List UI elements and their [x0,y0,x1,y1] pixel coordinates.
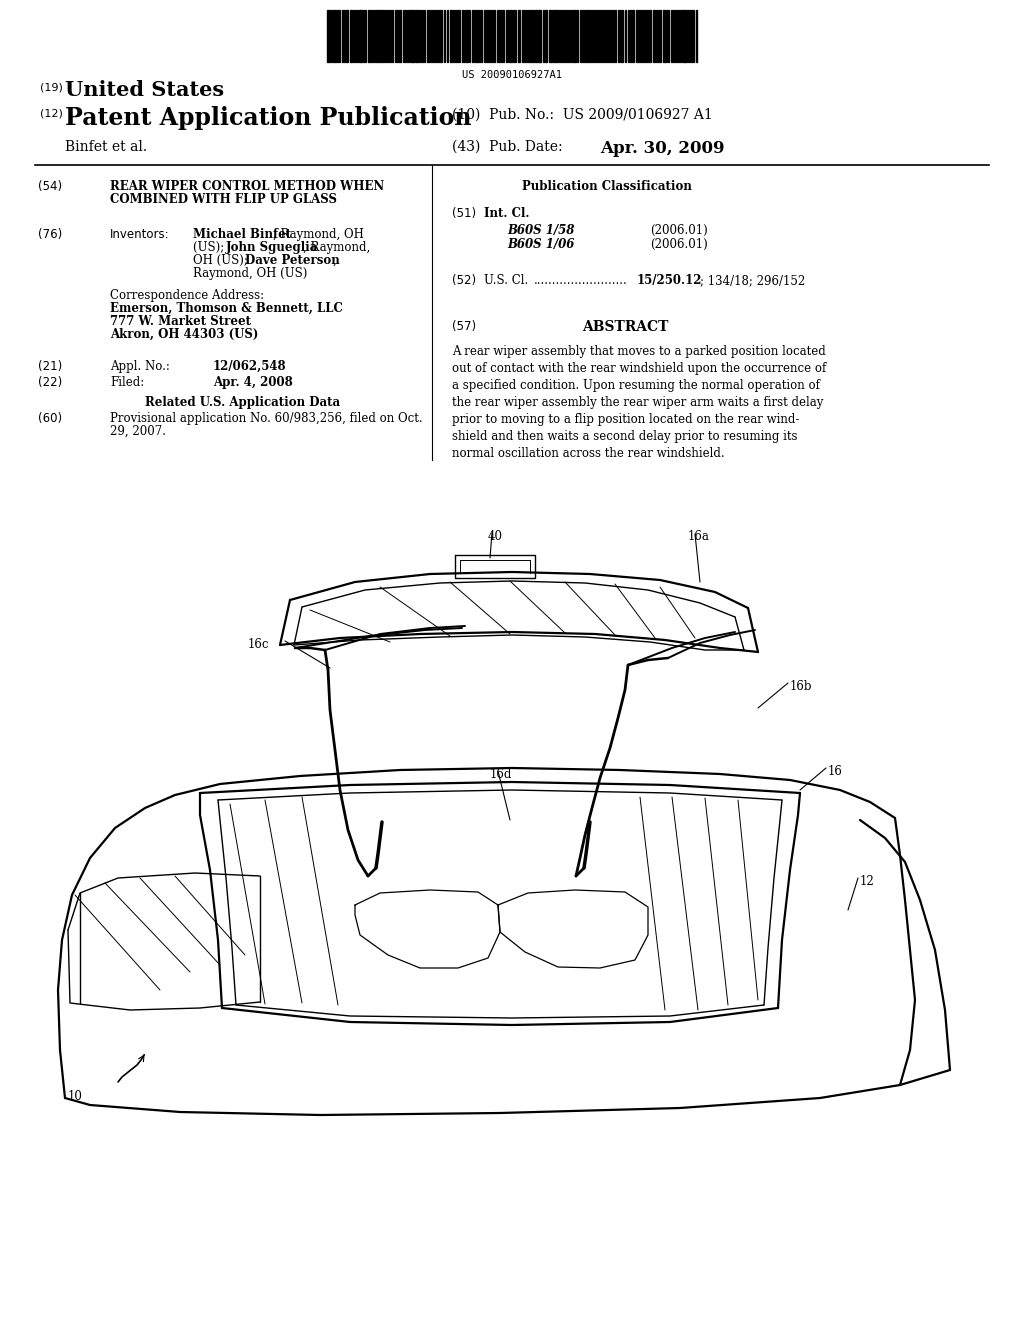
Text: (US);: (US); [193,242,228,253]
Bar [450,11,452,62]
Text: Raymond, OH (US): Raymond, OH (US) [193,267,307,280]
Text: Emerson, Thomson & Bennett, LLC: Emerson, Thomson & Bennett, LLC [110,302,343,315]
Text: (60): (60) [38,412,62,425]
Bar [359,11,362,62]
Bar [327,11,329,62]
Text: 10: 10 [68,1090,83,1104]
Text: (2006.01): (2006.01) [650,224,708,238]
Text: Correspondence Address:: Correspondence Address: [110,289,264,302]
Text: 16d: 16d [490,768,512,781]
Bar [427,11,429,62]
Text: 12/062,548: 12/062,548 [213,360,287,374]
Bar [510,11,512,62]
Text: (22): (22) [38,376,62,389]
Text: (51): (51) [452,207,476,220]
Text: 15/250.12: 15/250.12 [637,275,702,286]
Text: Appl. No.:: Appl. No.: [110,360,170,374]
Text: (21): (21) [38,360,62,374]
Bar [375,11,377,62]
Text: COMBINED WITH FLIP UP GLASS: COMBINED WITH FLIP UP GLASS [110,193,337,206]
Text: 12: 12 [860,875,874,888]
Text: 40: 40 [488,531,503,543]
Text: Provisional application No. 60/983,256, filed on Oct.: Provisional application No. 60/983,256, … [110,412,423,425]
Text: , Raymond, OH: , Raymond, OH [273,228,364,242]
Text: John Sgueglia: John Sgueglia [226,242,318,253]
Bar [574,11,575,62]
Bar [653,11,655,62]
Text: Apr. 4, 2008: Apr. 4, 2008 [213,376,293,389]
Text: Patent Application Publication: Patent Application Publication [65,106,471,129]
Text: (12): (12) [40,108,62,117]
Text: 16a: 16a [688,531,710,543]
Text: Int. Cl.: Int. Cl. [484,207,529,220]
Text: Related U.S. Application Data: Related U.S. Application Data [145,396,340,409]
Text: Filed:: Filed: [110,376,144,389]
Bar [554,11,557,62]
Text: ; 134/18; 296/152: ; 134/18; 296/152 [700,275,805,286]
Bar [378,11,380,62]
Text: REAR WIPER CONTROL METHOD WHEN: REAR WIPER CONTROL METHOD WHEN [110,180,384,193]
Text: B60S 1/58: B60S 1/58 [507,224,574,238]
Bar [346,11,348,62]
Text: United States: United States [65,81,224,100]
Text: 16: 16 [828,766,843,777]
Text: Inventors:: Inventors: [110,228,170,242]
Text: 16c: 16c [248,638,269,651]
Text: Michael Binfet: Michael Binfet [193,228,291,242]
Bar [399,11,401,62]
Bar [663,11,665,62]
Text: Apr. 30, 2009: Apr. 30, 2009 [600,140,725,157]
Bar [368,11,370,62]
Text: ABSTRACT: ABSTRACT [582,319,669,334]
Text: (54): (54) [38,180,62,193]
Text: Publication Classification: Publication Classification [522,180,692,193]
Bar [549,11,551,62]
Text: 16b: 16b [790,680,812,693]
Bar [586,11,588,62]
Bar [466,11,468,62]
Text: 29, 2007.: 29, 2007. [110,425,166,438]
Bar [538,11,541,62]
Text: ,: , [333,253,337,267]
Text: A rear wiper assembly that moves to a parked position located
out of contact wit: A rear wiper assembly that moves to a pa… [452,345,826,459]
Bar [350,11,352,62]
Text: , Raymond,: , Raymond, [303,242,371,253]
Text: (43)  Pub. Date:: (43) Pub. Date: [452,140,562,154]
Text: Akron, OH 44303 (US): Akron, OH 44303 (US) [110,327,258,341]
Bar [381,11,383,62]
Bar [683,11,686,62]
Bar [632,11,634,62]
Bar [411,11,414,62]
Bar [415,11,417,62]
Text: US 20090106927A1: US 20090106927A1 [462,70,562,81]
Text: Dave Peterson: Dave Peterson [245,253,340,267]
Text: (52): (52) [452,275,476,286]
Text: U.S. Cl.: U.S. Cl. [484,275,528,286]
Bar [530,11,532,62]
Bar [535,11,537,62]
Bar [334,11,336,62]
Bar [440,11,442,62]
Text: B60S 1/06: B60S 1/06 [507,238,574,251]
Text: OH (US);: OH (US); [193,253,252,267]
Text: Binfet et al.: Binfet et al. [65,140,147,154]
Text: (76): (76) [38,228,62,242]
Text: (57): (57) [452,319,476,333]
Text: .........................: ......................... [534,275,628,286]
Text: (10)  Pub. No.:  US 2009/0106927 A1: (10) Pub. No.: US 2009/0106927 A1 [452,108,713,121]
Text: 777 W. Market Street: 777 W. Market Street [110,315,251,327]
Bar [518,11,520,62]
Text: (19): (19) [40,82,62,92]
Text: (2006.01): (2006.01) [650,238,708,251]
Bar [476,11,478,62]
Bar [545,11,547,62]
